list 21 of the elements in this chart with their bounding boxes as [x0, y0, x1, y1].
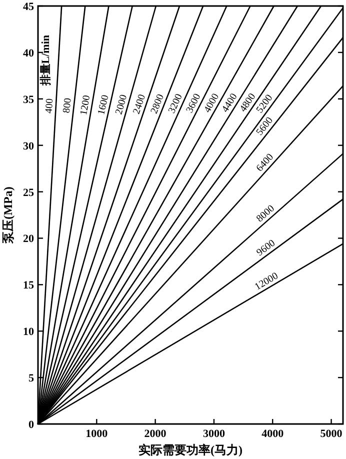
annotation: 排量L/min — [39, 34, 52, 87]
y-tick-label: 30 — [23, 140, 34, 152]
x-tick-label: 1000 — [86, 428, 108, 440]
y-tick-label: 35 — [23, 94, 34, 106]
y-tick-label: 40 — [23, 47, 34, 60]
y-axis-title: 泵压(MPa) — [1, 186, 15, 244]
x-tick-label: 5000 — [320, 428, 343, 440]
x-tick-label: 4000 — [262, 428, 284, 440]
x-tick-label: 2000 — [144, 428, 167, 440]
y-tick-label: 20 — [23, 233, 34, 246]
y-tick-label: 15 — [23, 280, 34, 292]
x-tick-label: 3000 — [202, 428, 226, 440]
y-tick-label: 25 — [23, 186, 34, 199]
text: 4000 — [202, 92, 222, 115]
y-tick-label: 45 — [23, 1, 34, 13]
x-axis-title: 实际需要功率(马力) — [138, 443, 242, 457]
text: 8000 — [254, 203, 277, 225]
y-tick-label: 5 — [28, 372, 34, 385]
y-tick-label: 10 — [23, 326, 34, 338]
y-tick-label: 0 — [28, 419, 34, 431]
text: 3600 — [184, 92, 204, 115]
